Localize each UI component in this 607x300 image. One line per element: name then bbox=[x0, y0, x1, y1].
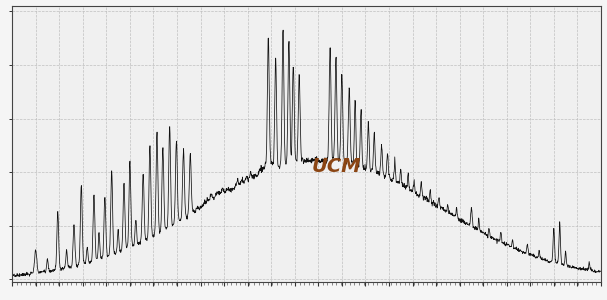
Text: UCM: UCM bbox=[311, 157, 361, 175]
